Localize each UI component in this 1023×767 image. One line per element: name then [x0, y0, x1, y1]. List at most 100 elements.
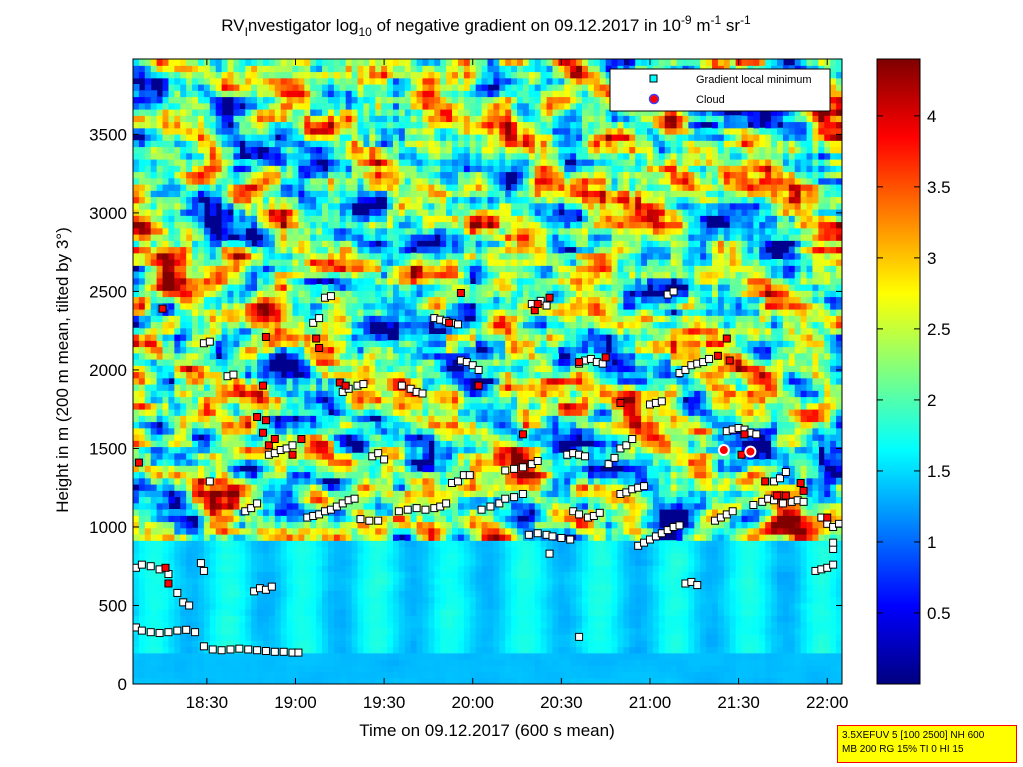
heatmap-cell [316, 521, 323, 529]
heatmap-cell [363, 540, 370, 548]
heatmap-cell [310, 671, 317, 679]
heatmap-cell [233, 559, 240, 566]
heatmap-cell [298, 296, 305, 304]
heatmap-cell [197, 540, 205, 548]
heatmap-cell [280, 521, 288, 529]
heatmap-cell [351, 609, 359, 616]
heatmap-cell [322, 227, 329, 235]
heatmap-cell [316, 327, 323, 335]
heatmap-cell [387, 609, 394, 616]
heatmap-cell [280, 665, 288, 673]
heatmap-cell [233, 502, 240, 510]
heatmap-cell [304, 559, 311, 566]
heatmap-cell [357, 509, 365, 516]
heatmap-cell [404, 171, 412, 179]
heatmap-cell [286, 527, 294, 535]
heatmap-cell [192, 146, 199, 154]
heatmap-cell [192, 359, 199, 366]
heatmap-cell [286, 402, 294, 410]
heatmap-cell [298, 409, 305, 416]
heatmap-cell [416, 596, 424, 604]
heatmap-cell [168, 290, 175, 298]
heatmap-cell [133, 84, 140, 91]
heatmap-cell [192, 615, 199, 623]
heatmap-cell [162, 77, 170, 85]
heatmap-cell [133, 65, 140, 73]
heatmap-cell [322, 659, 329, 666]
heatmap-cell [345, 390, 353, 398]
heatmap-cell [162, 290, 170, 298]
heatmap-cell [316, 321, 323, 329]
heatmap-cell [410, 434, 418, 441]
heatmap-cell [262, 215, 270, 223]
heatmap-cell [375, 221, 382, 229]
heatmap-cell [345, 446, 353, 454]
heatmap-cell [257, 134, 264, 141]
heatmap-cell [180, 609, 187, 616]
heatmap-cell [375, 277, 382, 285]
heatmap-cell [203, 140, 211, 148]
heatmap-cell [138, 365, 146, 373]
heatmap-cell [327, 321, 335, 329]
heatmap-cell [280, 477, 288, 485]
heatmap-cell [333, 634, 341, 641]
heatmap-cell [221, 271, 229, 279]
heatmap-cell [162, 102, 170, 110]
heatmap-cell [251, 434, 258, 441]
heatmap-cell [387, 621, 394, 629]
heatmap-cell [144, 84, 152, 91]
heatmap-cell [422, 196, 430, 204]
heatmap-cell [375, 646, 382, 654]
heatmap-cell [398, 615, 406, 623]
heatmap-cell [144, 409, 152, 416]
heatmap-cell [203, 252, 211, 260]
heatmap-cell [316, 540, 323, 548]
heatmap-cell [192, 346, 199, 354]
heatmap-cell [209, 165, 217, 173]
heatmap-cell [304, 602, 311, 610]
heatmap-cell [322, 496, 329, 504]
heatmap-cell [410, 321, 418, 329]
heatmap-cell [286, 384, 294, 391]
heatmap-cell [428, 602, 435, 610]
heatmap-cell [180, 352, 187, 360]
heatmap-cell [156, 202, 164, 210]
heatmap-cell [186, 634, 193, 641]
heatmap-cell [257, 446, 264, 454]
heatmap-cell [180, 677, 187, 684]
heatmap-cell [434, 665, 441, 673]
heatmap-cell [286, 309, 294, 316]
heatmap-cell [262, 184, 270, 191]
heatmap-cell [227, 427, 235, 435]
heatmap-cell [268, 590, 276, 598]
heatmap-cell [416, 96, 424, 104]
heatmap-cell [375, 209, 382, 216]
heatmap-cell [416, 371, 424, 379]
heatmap-cell [262, 346, 270, 354]
heatmap-cell [150, 377, 158, 385]
heatmap-cell [215, 309, 223, 316]
heatmap-cell [239, 527, 246, 535]
heatmap-cell [286, 221, 294, 229]
heatmap-cell [239, 621, 246, 629]
heatmap-cell [363, 315, 370, 323]
heatmap-cell [268, 496, 276, 504]
heatmap-cell [221, 65, 229, 73]
heatmap-cell [138, 334, 146, 341]
heatmap-cell [333, 552, 341, 560]
heatmap-cell [310, 496, 317, 504]
heatmap-cell [257, 165, 264, 173]
heatmap-cell [215, 484, 223, 491]
heatmap-cell [180, 377, 187, 385]
heatmap-cell [422, 71, 430, 79]
heatmap-cell [292, 152, 300, 160]
heatmap-cell [351, 115, 359, 123]
heatmap-cell [192, 602, 199, 610]
heatmap-cell [333, 621, 341, 629]
heatmap-cell [174, 352, 181, 360]
heatmap-cell [203, 65, 211, 73]
heatmap-cell [381, 359, 388, 366]
heatmap-cell [209, 209, 217, 216]
heatmap-cell [434, 621, 441, 629]
heatmap-cell [304, 590, 311, 598]
